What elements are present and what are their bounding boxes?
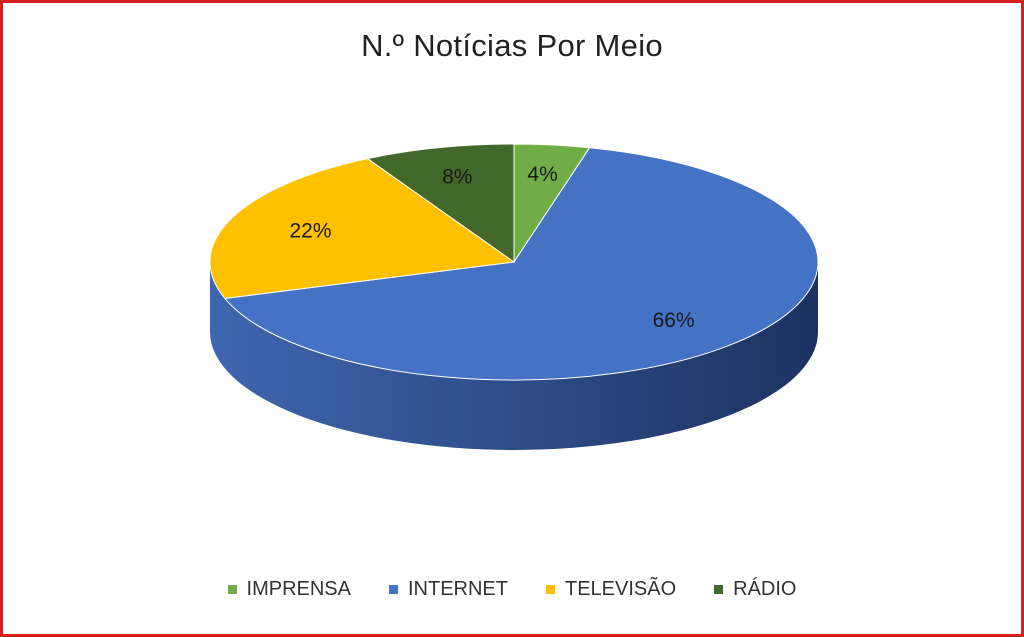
legend-label: RÁDIO [733,578,797,600]
chart-title: N.º Notícias Por Meio [361,28,663,63]
pie-slice-internet[interactable] [223,147,819,381]
legend-label: TELEVISÃO [564,578,677,600]
data-label-rádio: 8% [442,165,472,188]
data-label-imprensa: 4% [527,163,557,186]
data-label-televisão: 22% [289,220,331,243]
pie-side-band [210,262,818,450]
data-label-internet: 66% [653,309,695,332]
pie-slice-televisão[interactable] [209,158,516,299]
pie-slice-rádio[interactable] [366,143,515,263]
legend-item-imprensa: IMPRENSA [227,578,351,601]
pie-labels: 4% 66% 22% 8% [289,163,694,332]
legend-swatch [388,585,398,594]
legend: IMPRENSA INTERNET TELEVISÃO RÁDIO [0,578,1024,601]
legend-item-rádio: RÁDIO [714,578,796,601]
legend-swatch [227,585,237,594]
pie-side [210,262,818,450]
legend-label: IMPRENSA [246,578,351,600]
legend-swatch [545,585,555,594]
legend-label: INTERNET [407,578,508,600]
legend-item-internet: INTERNET [388,578,508,601]
legend-item-televisão: TELEVISÃO [545,578,677,601]
legend-swatch [714,585,724,594]
pie-slices [209,143,819,381]
